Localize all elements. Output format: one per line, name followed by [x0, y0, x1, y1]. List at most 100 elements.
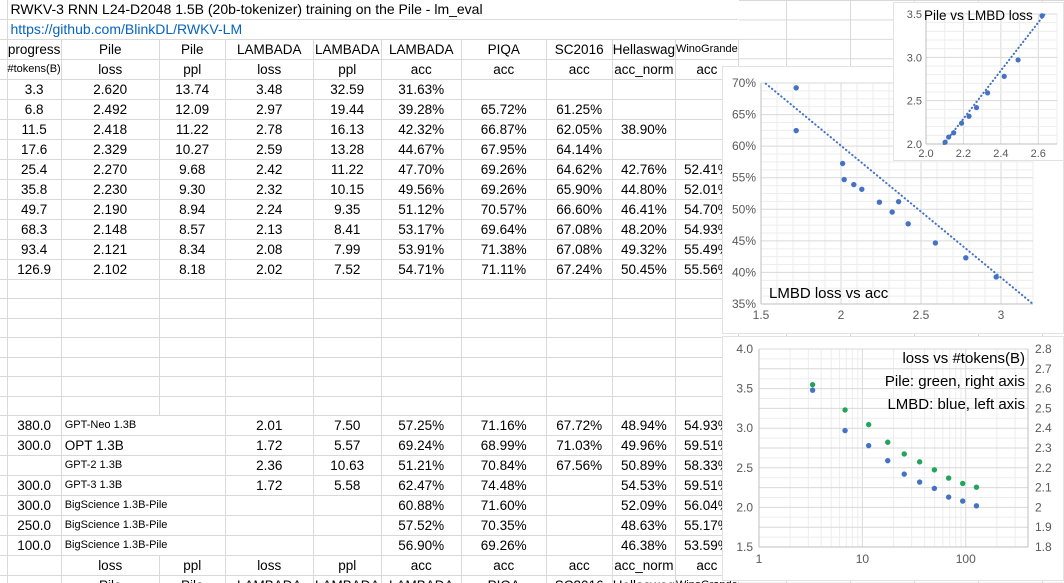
cell[interactable]: 65.90%: [546, 179, 613, 200]
spacer-cell[interactable]: [0, 455, 8, 476]
empty-cell[interactable]: [159, 337, 226, 358]
empty-cell[interactable]: [381, 298, 462, 319]
cell[interactable]: 71.11%: [461, 259, 547, 280]
cell[interactable]: 66.60%: [546, 199, 613, 220]
cell[interactable]: 60.88%: [381, 495, 462, 516]
spacer-cell[interactable]: [0, 99, 8, 120]
spacer-cell[interactable]: [0, 179, 8, 200]
spacer-cell[interactable]: [0, 415, 8, 436]
cell[interactable]: progress: [7, 39, 62, 60]
cell[interactable]: 48.94%: [612, 415, 676, 436]
cell[interactable]: 70.84%: [461, 455, 547, 476]
cell[interactable]: 69.26%: [461, 179, 547, 200]
cell[interactable]: 69.26%: [461, 159, 547, 180]
spacer-cell[interactable]: [0, 555, 8, 576]
cell[interactable]: 49.32%: [612, 239, 676, 260]
spacer-cell[interactable]: [0, 59, 8, 80]
cell[interactable]: 53.91%: [381, 239, 462, 260]
spacer-cell[interactable]: [0, 475, 8, 496]
repo-link[interactable]: https://github.com/BlinkDL/RWKV-LM: [10, 21, 243, 37]
spacer-cell[interactable]: [0, 396, 8, 416]
cell[interactable]: 53.17%: [381, 219, 462, 240]
spacer-cell[interactable]: [0, 535, 8, 556]
cell[interactable]: 10.15: [313, 179, 382, 200]
empty-cell[interactable]: [313, 337, 382, 358]
cell[interactable]: 1.72: [225, 475, 314, 496]
empty-cell[interactable]: [7, 357, 62, 378]
cell[interactable]: 71.16%: [461, 415, 547, 436]
cell[interactable]: 7.99: [313, 239, 382, 260]
spacer-cell[interactable]: [0, 199, 8, 220]
cell[interactable]: #tokens(B): [7, 59, 62, 80]
cell[interactable]: 3.3: [7, 79, 62, 100]
cell[interactable]: 57.52%: [381, 515, 462, 536]
cell[interactable]: 300.0: [7, 495, 62, 516]
cell[interactable]: 71.03%: [546, 435, 613, 456]
cell[interactable]: 71.38%: [461, 239, 547, 260]
empty-cell[interactable]: [61, 279, 160, 300]
cell[interactable]: 2.42: [225, 159, 314, 180]
empty-cell[interactable]: [61, 337, 160, 358]
chart-loss-vs-tokens[interactable]: 1.5 2.0 2.5 3.0 3.5 4.0 1.8 1.9 2 2.1 2.2 2.3 2.4 2.5…: [722, 336, 1064, 581]
cell[interactable]: 71.60%: [461, 495, 547, 516]
empty-cell[interactable]: [546, 79, 613, 100]
cell[interactable]: 13.28: [313, 139, 382, 160]
cell[interactable]: 11.22: [313, 159, 382, 180]
cell[interactable]: 39.28%: [381, 99, 462, 120]
cell[interactable]: 100.0: [7, 535, 62, 556]
cell[interactable]: 8.57: [159, 219, 226, 240]
cell[interactable]: 5.58: [313, 475, 382, 496]
sheet-title-cell[interactable]: RWKV-3 RNN L24-D2048 1.5B (20b-tokenizer…: [7, 0, 739, 20]
model-name-cell[interactable]: BigScience 1.3B-Pile: [61, 495, 226, 516]
spacer-cell[interactable]: [0, 119, 8, 140]
empty-cell[interactable]: [381, 279, 462, 300]
empty-cell[interactable]: [313, 515, 382, 536]
empty-cell[interactable]: [225, 535, 314, 556]
cell[interactable]: 54.71%: [381, 259, 462, 280]
empty-cell[interactable]: [225, 376, 314, 397]
cell[interactable]: 5.57: [313, 435, 382, 456]
spacer-cell[interactable]: [0, 337, 8, 358]
cell[interactable]: LAMBADA: [313, 575, 382, 583]
empty-cell[interactable]: [612, 396, 676, 416]
empty-cell[interactable]: [461, 357, 547, 378]
cell[interactable]: 74.48%: [461, 475, 547, 496]
empty-cell[interactable]: [461, 79, 547, 100]
empty-cell[interactable]: [546, 396, 613, 416]
cell[interactable]: 2.01: [225, 415, 314, 436]
empty-cell[interactable]: [546, 318, 613, 339]
spacer-cell[interactable]: [0, 357, 8, 378]
cell[interactable]: LAMBADA: [225, 575, 314, 583]
cell[interactable]: loss: [61, 59, 160, 80]
empty-cell[interactable]: [159, 357, 226, 378]
cell[interactable]: acc: [546, 555, 613, 576]
cell[interactable]: 2.24: [225, 199, 314, 220]
cell[interactable]: Hellaswag: [612, 39, 676, 60]
cell[interactable]: Pile: [159, 39, 226, 60]
cell[interactable]: ppl: [159, 59, 226, 80]
empty-cell[interactable]: [313, 298, 382, 319]
cell[interactable]: 2.329: [61, 139, 160, 160]
cell[interactable]: 66.87%: [461, 119, 547, 140]
cell[interactable]: SC2016: [546, 575, 613, 583]
cell[interactable]: 1.72: [225, 435, 314, 456]
cell[interactable]: 51.21%: [381, 455, 462, 476]
cell[interactable]: 68.3: [7, 219, 62, 240]
spacer-cell[interactable]: [0, 495, 8, 516]
spacer-cell[interactable]: [0, 79, 8, 100]
empty-cell[interactable]: [225, 357, 314, 378]
cell[interactable]: ppl: [313, 555, 382, 576]
cell[interactable]: 2.620: [61, 79, 160, 100]
cell[interactable]: 11.22: [159, 119, 226, 140]
empty-cell[interactable]: [546, 376, 613, 397]
spacer-cell[interactable]: [0, 515, 8, 536]
empty-cell[interactable]: [612, 279, 676, 300]
cell[interactable]: LAMBADA: [313, 39, 382, 60]
empty-cell[interactable]: [7, 575, 62, 583]
cell[interactable]: ppl: [159, 555, 226, 576]
cell[interactable]: Pile: [61, 39, 160, 60]
spacer-cell[interactable]: [0, 159, 8, 180]
cell[interactable]: acc: [461, 59, 547, 80]
cell[interactable]: 47.70%: [381, 159, 462, 180]
cell[interactable]: 44.67%: [381, 139, 462, 160]
